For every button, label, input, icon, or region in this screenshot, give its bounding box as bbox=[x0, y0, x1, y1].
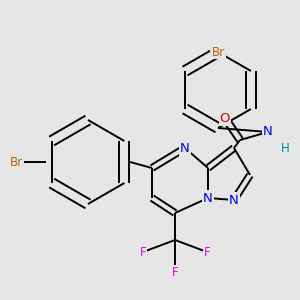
Text: Br: Br bbox=[212, 46, 225, 59]
Text: N: N bbox=[229, 194, 239, 206]
Text: N: N bbox=[263, 125, 273, 139]
Text: F: F bbox=[204, 245, 210, 259]
Text: N: N bbox=[203, 191, 213, 205]
Text: N: N bbox=[180, 142, 190, 154]
Text: F: F bbox=[140, 245, 146, 259]
Text: H: H bbox=[280, 142, 290, 154]
Text: F: F bbox=[172, 266, 178, 278]
Text: Br: Br bbox=[9, 155, 22, 169]
Text: O: O bbox=[220, 112, 230, 124]
